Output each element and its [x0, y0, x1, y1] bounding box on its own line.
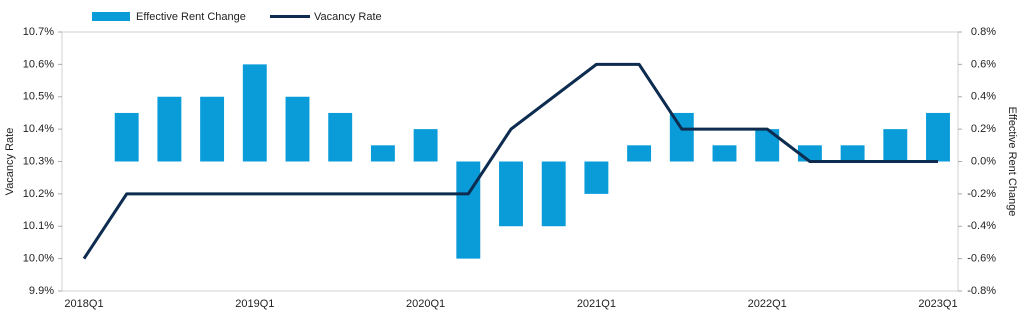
bar: [840, 145, 865, 162]
y-tick-label: 10.6%: [23, 58, 54, 70]
bar: [584, 161, 609, 194]
bar: [200, 96, 225, 162]
y2-tick-label: 0.6%: [971, 58, 996, 70]
bar: [242, 64, 267, 162]
x-tick-label: 2019Q1: [235, 298, 274, 310]
legend-label: Effective Rent Change: [136, 11, 246, 23]
bar: [669, 112, 694, 162]
legend-label: Vacancy Rate: [314, 11, 382, 23]
y2-tick-label: -0.8%: [967, 285, 996, 297]
bar: [157, 96, 182, 162]
y2-tick-label: 0.0%: [971, 155, 996, 167]
bar: [328, 112, 353, 162]
legend-swatch: [92, 12, 130, 21]
x-tick-label: 2022Q1: [748, 298, 787, 310]
x-tick-label: 2018Q1: [64, 298, 103, 310]
bar: [627, 145, 652, 162]
bar: [285, 96, 310, 162]
bar: [499, 161, 523, 227]
y2-axis-title: Effective Rent Change: [1006, 107, 1018, 217]
y2-tick-label: -0.4%: [967, 220, 996, 232]
x-tick-label: 2021Q1: [577, 298, 616, 310]
bar: [114, 112, 139, 162]
bar: [541, 161, 566, 227]
bar: [883, 129, 908, 162]
y2-tick-label: -0.2%: [967, 188, 996, 200]
y-tick-label: 10.7%: [23, 26, 54, 38]
y2-tick-label: 0.4%: [971, 91, 996, 103]
y-tick-label: 10.5%: [23, 91, 54, 103]
x-tick-label: 2023Q1: [918, 298, 957, 310]
y-tick-label: 10.1%: [23, 220, 54, 232]
bar: [926, 112, 950, 162]
y-tick-label: 10.0%: [23, 253, 54, 265]
y-tick-label: 9.9%: [29, 285, 54, 297]
y-tick-label: 10.2%: [23, 188, 54, 200]
line: [82, 62, 938, 260]
bar: [755, 129, 780, 162]
y-tick-label: 10.3%: [23, 155, 54, 167]
y2-tick-label: -0.6%: [967, 253, 996, 265]
bar: [712, 145, 737, 162]
y-axis-title: Vacancy Rate: [4, 128, 16, 196]
y2-tick-label: 0.8%: [971, 26, 996, 38]
y2-tick-label: 0.2%: [971, 123, 996, 135]
x-tick-label: 2020Q1: [406, 298, 445, 310]
bar: [413, 129, 438, 162]
y-tick-label: 10.4%: [23, 123, 54, 135]
bar: [370, 145, 395, 162]
bar: [456, 161, 481, 259]
